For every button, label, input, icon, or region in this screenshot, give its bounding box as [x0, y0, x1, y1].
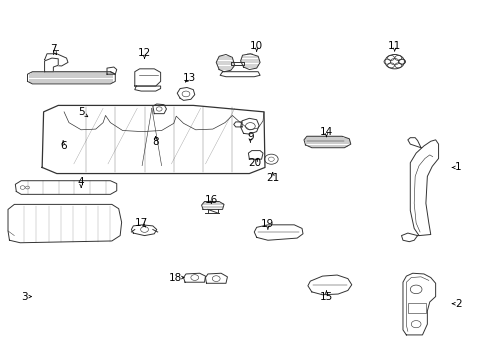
Text: 18: 18 [168, 273, 182, 283]
Text: 13: 13 [183, 73, 196, 83]
Text: 3: 3 [21, 292, 27, 302]
Polygon shape [131, 225, 157, 235]
Text: 6: 6 [60, 141, 66, 151]
Text: 1: 1 [454, 162, 461, 172]
Polygon shape [27, 72, 115, 84]
Polygon shape [401, 233, 417, 242]
Polygon shape [205, 273, 227, 283]
Polygon shape [409, 140, 438, 235]
Text: 2: 2 [454, 299, 461, 309]
Text: 8: 8 [152, 138, 159, 147]
Text: 7: 7 [50, 44, 57, 54]
Polygon shape [240, 54, 260, 69]
Polygon shape [230, 62, 243, 65]
Text: 15: 15 [319, 292, 332, 302]
Text: 5: 5 [78, 107, 84, 117]
Text: 14: 14 [319, 127, 332, 136]
Polygon shape [135, 69, 160, 86]
Text: 10: 10 [250, 41, 263, 50]
Polygon shape [248, 150, 263, 159]
Text: 17: 17 [134, 218, 147, 228]
Polygon shape [135, 86, 160, 91]
Polygon shape [254, 225, 303, 240]
Text: 21: 21 [265, 173, 279, 183]
Polygon shape [304, 136, 350, 148]
Text: 20: 20 [248, 158, 261, 168]
Polygon shape [402, 273, 435, 335]
Text: 16: 16 [204, 195, 218, 205]
Text: 19: 19 [261, 219, 274, 229]
Bar [407, 303, 426, 313]
Polygon shape [216, 54, 234, 72]
Text: 12: 12 [138, 48, 151, 58]
Polygon shape [307, 275, 351, 295]
Text: 4: 4 [78, 177, 84, 187]
Polygon shape [220, 72, 260, 77]
Polygon shape [153, 104, 166, 114]
Polygon shape [407, 138, 420, 148]
Polygon shape [44, 58, 58, 72]
Polygon shape [8, 204, 122, 243]
Polygon shape [233, 122, 242, 127]
Polygon shape [107, 67, 117, 74]
Polygon shape [42, 105, 264, 174]
Text: 9: 9 [246, 132, 253, 142]
Polygon shape [44, 54, 68, 66]
Text: 11: 11 [387, 41, 401, 50]
Polygon shape [15, 181, 117, 194]
Polygon shape [240, 118, 259, 134]
Polygon shape [201, 202, 224, 210]
Polygon shape [183, 273, 205, 282]
Polygon shape [177, 87, 194, 100]
